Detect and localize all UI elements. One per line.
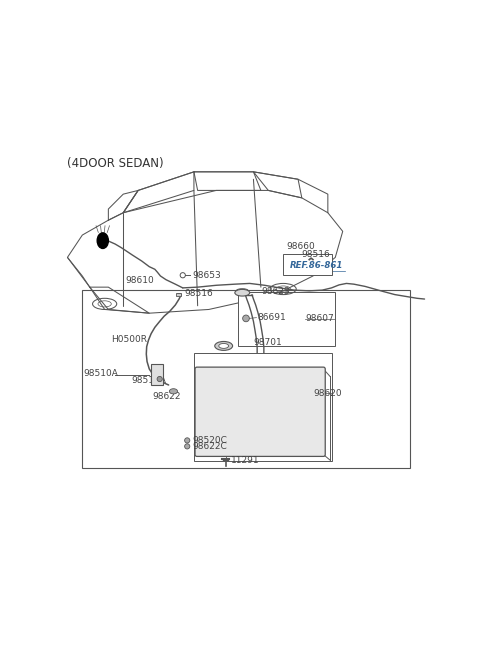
Text: 98610: 98610 [125, 277, 154, 285]
Text: REF.86-861: REF.86-861 [290, 261, 343, 271]
Text: 98623: 98623 [261, 288, 289, 296]
Text: 98660: 98660 [286, 242, 315, 251]
Ellipse shape [215, 342, 233, 350]
Ellipse shape [169, 389, 178, 394]
Ellipse shape [97, 233, 108, 248]
Text: 98516: 98516 [185, 288, 214, 298]
Text: 98622C: 98622C [192, 442, 227, 451]
Circle shape [185, 438, 190, 443]
Text: 98516: 98516 [301, 250, 330, 260]
Circle shape [185, 443, 190, 449]
Text: (4DOOR SEDAN): (4DOOR SEDAN) [67, 157, 164, 170]
Text: H0500R: H0500R [111, 334, 147, 344]
Text: 98653: 98653 [192, 271, 221, 280]
Circle shape [243, 315, 249, 322]
Text: 98701: 98701 [253, 338, 282, 348]
Bar [238, 292, 335, 346]
Bar [151, 364, 163, 384]
Text: 98620: 98620 [313, 389, 342, 397]
Text: 98510A: 98510A [83, 369, 118, 378]
Bar [283, 254, 332, 275]
Bar [194, 353, 332, 461]
Text: 98520C: 98520C [192, 436, 228, 445]
Text: 98515A: 98515A [132, 376, 167, 384]
Ellipse shape [235, 289, 250, 296]
Text: 86691: 86691 [257, 313, 286, 322]
Circle shape [157, 376, 162, 382]
Text: 98622: 98622 [152, 392, 181, 401]
Text: 98607: 98607 [305, 314, 334, 323]
Text: 11291: 11291 [231, 455, 260, 464]
Bar [83, 290, 409, 468]
Bar [176, 293, 180, 296]
Ellipse shape [219, 344, 228, 348]
FancyBboxPatch shape [195, 367, 325, 457]
